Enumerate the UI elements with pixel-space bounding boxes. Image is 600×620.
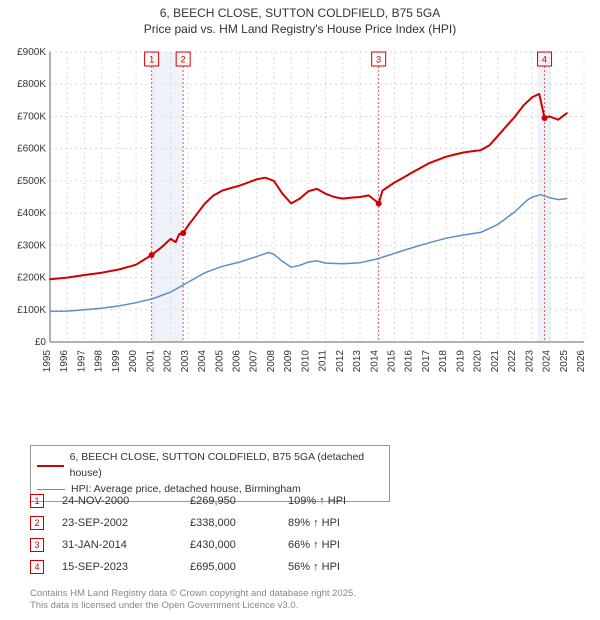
transaction-hpi: 66% ↑ HPI <box>288 539 378 551</box>
svg-text:2000: 2000 <box>128 350 139 373</box>
svg-text:3: 3 <box>376 55 381 65</box>
svg-text:2012: 2012 <box>335 350 346 373</box>
svg-text:2018: 2018 <box>438 350 449 373</box>
transaction-row: 2 23-SEP-2002 £338,000 89% ↑ HPI <box>30 512 378 534</box>
svg-text:2004: 2004 <box>197 350 208 373</box>
transaction-price: £338,000 <box>190 517 270 529</box>
transaction-price: £430,000 <box>190 539 270 551</box>
svg-text:£100K: £100K <box>17 305 46 316</box>
transaction-hpi: 89% ↑ HPI <box>288 517 378 529</box>
transaction-date: 31-JAN-2014 <box>62 539 172 551</box>
legend-label: 6, BEECH CLOSE, SUTTON COLDFIELD, B75 5G… <box>70 450 383 482</box>
title-line-1: 6, BEECH CLOSE, SUTTON COLDFIELD, B75 5G… <box>0 6 600 22</box>
svg-text:2025: 2025 <box>559 350 570 373</box>
svg-text:1996: 1996 <box>59 350 70 373</box>
transaction-row: 3 31-JAN-2014 £430,000 66% ↑ HPI <box>30 534 378 556</box>
svg-text:2011: 2011 <box>318 350 329 372</box>
transaction-date: 24-NOV-2000 <box>62 495 172 507</box>
svg-text:2007: 2007 <box>249 350 260 373</box>
svg-text:2024: 2024 <box>542 350 553 373</box>
svg-text:2020: 2020 <box>473 350 484 373</box>
svg-text:£700K: £700K <box>17 111 46 122</box>
title-line-2: Price paid vs. HM Land Registry's House … <box>0 22 600 38</box>
svg-text:£200K: £200K <box>17 273 46 284</box>
legend-row: 6, BEECH CLOSE, SUTTON COLDFIELD, B75 5G… <box>37 450 383 482</box>
svg-text:2008: 2008 <box>266 350 277 373</box>
svg-text:2014: 2014 <box>369 350 380 373</box>
svg-text:1997: 1997 <box>76 350 87 373</box>
transaction-price: £269,950 <box>190 495 270 507</box>
transaction-price: £695,000 <box>190 561 270 573</box>
svg-text:1999: 1999 <box>111 350 122 373</box>
svg-text:£600K: £600K <box>17 144 46 155</box>
svg-text:£800K: £800K <box>17 79 46 90</box>
svg-text:2026: 2026 <box>576 350 587 373</box>
svg-text:2019: 2019 <box>455 350 466 373</box>
transaction-hpi: 109% ↑ HPI <box>288 495 378 507</box>
svg-text:1: 1 <box>149 55 154 65</box>
transaction-marker: 4 <box>30 560 44 574</box>
line-chart-svg: £0 £100K £200K £300K £400K £500K £600K £700K £80… <box>8 44 590 404</box>
svg-text:2: 2 <box>181 55 186 65</box>
svg-text:2013: 2013 <box>352 350 363 373</box>
svg-text:1995: 1995 <box>42 350 53 373</box>
transaction-hpi: 56% ↑ HPI <box>288 561 378 573</box>
transaction-row: 4 15-SEP-2023 £695,000 56% ↑ HPI <box>30 556 378 578</box>
disclaimer-line-2: This data is licensed under the Open Gov… <box>30 600 356 612</box>
svg-text:2009: 2009 <box>283 350 294 373</box>
svg-text:£500K: £500K <box>17 176 46 187</box>
legend-swatch <box>37 465 64 467</box>
transaction-date: 23-SEP-2002 <box>62 517 172 529</box>
svg-text:2010: 2010 <box>300 350 311 373</box>
svg-text:2017: 2017 <box>421 350 432 373</box>
svg-text:2005: 2005 <box>214 350 225 373</box>
transaction-marker: 1 <box>30 494 44 508</box>
svg-text:£400K: £400K <box>17 208 46 219</box>
svg-text:4: 4 <box>542 55 547 65</box>
svg-text:2001: 2001 <box>145 350 156 373</box>
transaction-row: 1 24-NOV-2000 £269,950 109% ↑ HPI <box>30 490 378 512</box>
svg-text:2003: 2003 <box>180 350 191 373</box>
disclaimer-line-1: Contains HM Land Registry data © Crown c… <box>30 588 356 600</box>
svg-text:1998: 1998 <box>94 350 105 373</box>
svg-text:2015: 2015 <box>387 350 398 373</box>
svg-text:2022: 2022 <box>507 350 518 373</box>
chart-title-block: 6, BEECH CLOSE, SUTTON COLDFIELD, B75 5G… <box>0 0 600 37</box>
svg-text:2016: 2016 <box>404 350 415 373</box>
svg-text:£300K: £300K <box>17 240 46 251</box>
svg-text:2023: 2023 <box>524 350 535 373</box>
transaction-marker: 2 <box>30 516 44 530</box>
transaction-date: 15-SEP-2023 <box>62 561 172 573</box>
svg-text:2006: 2006 <box>231 350 242 373</box>
chart-area: £0 £100K £200K £300K £400K £500K £600K £700K £80… <box>8 44 590 404</box>
svg-text:£900K: £900K <box>17 47 46 58</box>
svg-text:2021: 2021 <box>490 350 501 373</box>
disclaimer: Contains HM Land Registry data © Crown c… <box>30 588 356 612</box>
transactions-table: 1 24-NOV-2000 £269,950 109% ↑ HPI 2 23-SEP-20… <box>30 490 378 578</box>
transaction-marker: 3 <box>30 538 44 552</box>
svg-text:£0: £0 <box>35 337 47 348</box>
svg-text:2002: 2002 <box>163 350 174 373</box>
